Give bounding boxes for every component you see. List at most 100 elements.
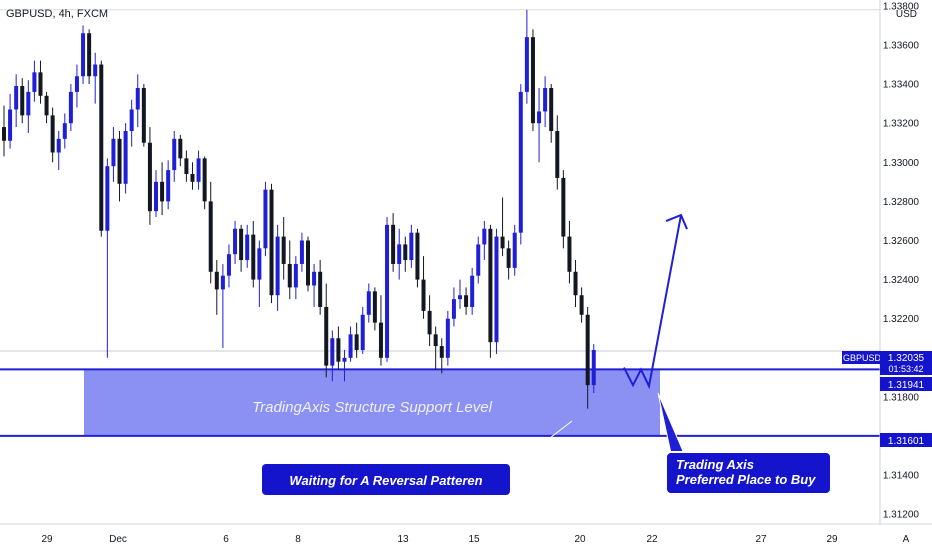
candle-body bbox=[458, 295, 462, 300]
candle bbox=[537, 87, 542, 163]
candle bbox=[160, 162, 165, 216]
candle-body bbox=[330, 338, 335, 366]
candle-body bbox=[81, 33, 86, 77]
time-tick-labels: 29 Dec 6 8 13 15 20 22 27 29 bbox=[41, 534, 838, 545]
callout-reversal-pointer bbox=[509, 420, 573, 470]
price-tick-label: 1.32600 bbox=[883, 236, 920, 247]
price-scale[interactable]: USD 1.338001.336001.334001.332001.330001… bbox=[842, 0, 932, 550]
candle bbox=[445, 310, 450, 366]
candle bbox=[470, 267, 475, 315]
candle-body bbox=[524, 37, 529, 92]
time-tick-label: Dec bbox=[109, 534, 127, 545]
candle bbox=[208, 181, 213, 284]
candle-body bbox=[8, 109, 13, 141]
candle bbox=[421, 256, 426, 319]
candle-body bbox=[87, 33, 92, 77]
candle bbox=[123, 123, 128, 194]
callout-buy-box bbox=[665, 451, 832, 495]
candle-body bbox=[166, 170, 171, 202]
candle bbox=[336, 326, 341, 370]
candle bbox=[154, 170, 158, 218]
candle-body bbox=[409, 232, 414, 261]
price-tick-label: 1.31800 bbox=[883, 392, 920, 403]
projection-path bbox=[623, 214, 682, 390]
candle bbox=[184, 150, 189, 182]
candle-body bbox=[233, 228, 238, 255]
candle-body bbox=[500, 236, 505, 249]
candle bbox=[494, 228, 499, 354]
candle bbox=[74, 64, 79, 108]
candle-body bbox=[190, 174, 195, 182]
current-price-value: 1.32035 bbox=[888, 353, 925, 364]
candle bbox=[263, 181, 268, 257]
candle-body bbox=[530, 37, 535, 124]
candle bbox=[147, 127, 152, 225]
candle bbox=[585, 306, 590, 409]
candle-body bbox=[427, 310, 432, 335]
candle bbox=[506, 240, 511, 280]
candle bbox=[324, 283, 329, 378]
candle-body bbox=[366, 291, 371, 315]
candle-body bbox=[220, 275, 225, 290]
candle bbox=[312, 263, 317, 307]
candle-body bbox=[281, 236, 286, 264]
time-tick-label: 22 bbox=[646, 534, 658, 545]
candle-body bbox=[2, 127, 6, 141]
candle-body bbox=[38, 72, 43, 96]
price-tick-label: 1.32400 bbox=[883, 275, 920, 286]
candle bbox=[318, 260, 323, 315]
candle bbox=[409, 224, 414, 268]
candle-body bbox=[172, 138, 177, 171]
candle-body bbox=[306, 240, 310, 286]
candle bbox=[275, 224, 280, 311]
candle-body bbox=[464, 295, 469, 307]
candle-body bbox=[99, 64, 104, 231]
candle-body bbox=[111, 138, 116, 167]
candle bbox=[214, 260, 219, 315]
candles-group bbox=[2, 9, 596, 409]
time-tick-label: 29 bbox=[41, 534, 53, 545]
candle-body bbox=[397, 244, 402, 264]
time-tick-label: 13 bbox=[397, 534, 409, 545]
candle bbox=[549, 84, 554, 143]
time-tick-label: 29 bbox=[826, 534, 838, 545]
price-scale-background bbox=[880, 0, 932, 550]
candle-body bbox=[226, 254, 231, 276]
candle bbox=[105, 158, 110, 358]
candle-body bbox=[470, 275, 475, 307]
level-1-value: 1.31941 bbox=[888, 380, 925, 391]
callout-buy-line-2: Preferred Place to Buy bbox=[676, 472, 816, 487]
candle-body bbox=[445, 318, 450, 358]
auto-scale-button[interactable]: A bbox=[903, 534, 910, 545]
level-2-tag bbox=[880, 433, 932, 447]
candle bbox=[561, 170, 566, 249]
candle-body bbox=[506, 248, 511, 268]
candle bbox=[385, 217, 390, 362]
candle-body bbox=[312, 271, 317, 286]
candle-body bbox=[257, 248, 262, 280]
candle bbox=[26, 80, 31, 133]
candle-body bbox=[287, 263, 292, 288]
candle bbox=[530, 29, 535, 131]
candle-body bbox=[433, 334, 438, 347]
candle-body bbox=[14, 86, 19, 110]
candle-body bbox=[591, 349, 596, 386]
candle-body bbox=[62, 123, 67, 139]
candle-body bbox=[178, 138, 183, 159]
candle bbox=[190, 162, 195, 190]
candle-body bbox=[421, 279, 426, 311]
candle bbox=[391, 213, 396, 272]
candle-body bbox=[348, 334, 353, 358]
candle-body bbox=[160, 181, 165, 202]
candle bbox=[166, 160, 171, 210]
price-tick-label: 1.31400 bbox=[883, 471, 920, 482]
candle bbox=[44, 91, 49, 124]
candle-body bbox=[573, 271, 578, 296]
candle-body bbox=[196, 158, 201, 182]
callout-reversal-text: Waiting for A Reversal Patteren bbox=[289, 473, 482, 488]
candle bbox=[87, 29, 92, 85]
candle bbox=[378, 295, 383, 366]
candle bbox=[403, 236, 408, 272]
time-scale[interactable]: 29 Dec 6 8 13 15 20 22 27 29 A bbox=[0, 523, 932, 550]
